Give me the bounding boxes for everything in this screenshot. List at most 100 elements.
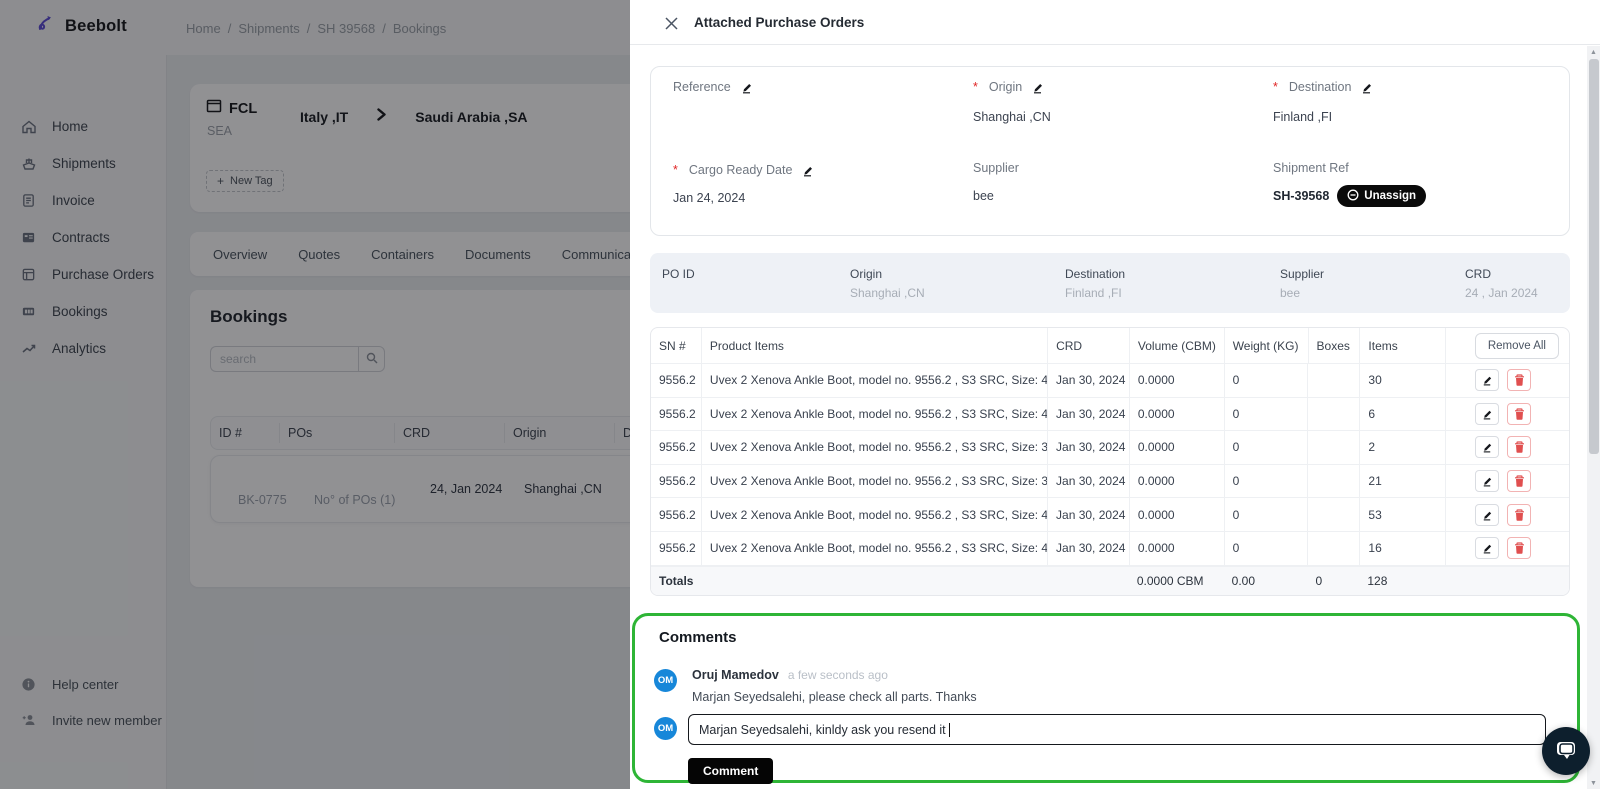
po-item-row: 9556.2 Uvex 2 Xenova Ankle Boot, model n… xyxy=(651,464,1569,499)
item-crd: Jan 30, 2024 xyxy=(1047,364,1129,397)
edit-reference-icon[interactable] xyxy=(740,80,755,94)
search-input[interactable] xyxy=(210,346,358,372)
item-product: Uvex 2 Xenova Ankle Boot, model no. 9556… xyxy=(700,431,1047,464)
ship-icon xyxy=(20,155,37,172)
item-crd: Jan 30, 2024 xyxy=(1047,498,1129,531)
column-header-origin: Origin xyxy=(504,423,614,443)
po-info-card: Reference * Origin Shanghai ,CN * Destin… xyxy=(650,66,1570,236)
po-item-row: 9556.2 Uvex 2 Xenova Ankle Boot, model n… xyxy=(651,531,1569,566)
item-weight: 0 xyxy=(1223,498,1308,531)
item-crd: Jan 30, 2024 xyxy=(1047,531,1129,565)
delete-item-button[interactable] xyxy=(1507,402,1531,425)
delete-item-button[interactable] xyxy=(1507,470,1531,493)
comment-input[interactable]: Marjan Seyedsalehi, kinldy ask you resen… xyxy=(688,714,1546,745)
search-icon xyxy=(366,352,378,367)
po-item-row: 9556.2 Uvex 2 Xenova Ankle Boot, model n… xyxy=(651,397,1569,432)
delete-item-button[interactable] xyxy=(1507,436,1531,459)
search-button[interactable] xyxy=(358,346,385,372)
supplier-label: Supplier xyxy=(973,161,1019,175)
contracts-icon xyxy=(20,229,37,246)
tab-containers[interactable]: Containers xyxy=(371,246,434,262)
attached-purchase-orders-drawer: Attached Purchase Orders Reference * Ori… xyxy=(630,0,1600,789)
sidebar-item-home[interactable]: Home xyxy=(0,108,166,145)
purchase-orders-icon xyxy=(20,266,37,283)
comment-timestamp: a few seconds ago xyxy=(787,668,888,682)
edit-item-button[interactable] xyxy=(1475,503,1499,526)
supplier-value: bee xyxy=(973,189,994,203)
delete-item-button[interactable] xyxy=(1507,369,1531,392)
summary-supplier-value: bee xyxy=(1280,286,1301,300)
tab-quotes[interactable]: Quotes xyxy=(298,246,341,262)
brand-logo[interactable]: Beebolt xyxy=(38,14,127,39)
comment-input-value: Marjan Seyedsalehi, kinldy ask you resen… xyxy=(699,722,946,737)
item-count: 2 xyxy=(1359,431,1445,464)
chevron-right-icon xyxy=(376,108,387,126)
booking-pos: No° of POs (1) xyxy=(314,493,396,507)
scrollbar-down-arrow[interactable]: ▼ xyxy=(1590,779,1597,787)
tab-documents[interactable]: Documents xyxy=(464,246,531,262)
breadcrumb-separator: / xyxy=(382,21,386,36)
sidebar-item-label: Shipments xyxy=(52,156,116,171)
edit-item-button[interactable] xyxy=(1475,537,1499,560)
sidebar-item-label: Contracts xyxy=(52,230,110,245)
new-tag-button[interactable]: + New Tag xyxy=(206,170,284,192)
item-boxes xyxy=(1307,531,1359,565)
shipment-transport: SEA xyxy=(207,124,233,138)
edit-item-button[interactable] xyxy=(1475,402,1499,425)
scrollbar-thumb[interactable] xyxy=(1588,59,1599,454)
sidebar-item-purchase-orders[interactable]: Purchase Orders xyxy=(0,256,166,293)
po-item-row: 9556.2 Uvex 2 Xenova Ankle Boot, model n… xyxy=(651,431,1569,465)
item-boxes xyxy=(1307,464,1359,498)
sidebar-item-label: Invite new member xyxy=(52,712,162,728)
edit-item-button[interactable] xyxy=(1475,470,1499,493)
new-tag-label: New Tag xyxy=(230,175,273,187)
sidebar-divider xyxy=(166,55,167,789)
remove-all-button[interactable]: Remove All xyxy=(1474,332,1559,359)
required-marker: * xyxy=(673,163,678,177)
item-count: 53 xyxy=(1359,498,1445,531)
header-weight: Weight (KG) xyxy=(1223,328,1308,363)
sidebar-item-analytics[interactable]: Analytics xyxy=(0,330,166,367)
container-icon xyxy=(206,99,222,118)
sidebar-item-invoice[interactable]: Invoice xyxy=(0,182,166,219)
chat-bubble-icon xyxy=(1554,739,1578,764)
item-boxes xyxy=(1307,397,1359,431)
sidebar-item-bookings[interactable]: Bookings xyxy=(0,293,166,330)
bookings-title: Bookings xyxy=(210,307,288,326)
header-volume: Volume (CBM) xyxy=(1128,328,1224,363)
drawer-header: Attached Purchase Orders xyxy=(630,0,1600,45)
item-product: Uvex 2 Xenova Ankle Boot, model no. 9556… xyxy=(700,531,1047,565)
comment-author: Oruj Mamedov xyxy=(692,668,779,682)
close-icon[interactable] xyxy=(662,14,680,32)
breadcrumb-shipment-id[interactable]: SH 39568 xyxy=(317,21,376,36)
comment-submit-button[interactable]: Comment xyxy=(688,758,774,784)
sidebar-item-contracts[interactable]: Contracts xyxy=(0,219,166,256)
header-items: Items xyxy=(1359,328,1445,363)
unassign-button[interactable]: Unassign xyxy=(1337,185,1427,207)
booking-id-link[interactable]: BK-0775 xyxy=(238,493,287,507)
item-boxes xyxy=(1307,431,1359,464)
tab-overview[interactable]: Overview xyxy=(213,246,268,262)
delete-item-button[interactable] xyxy=(1507,503,1531,526)
edit-origin-icon[interactable] xyxy=(1031,80,1046,94)
edit-destination-icon[interactable] xyxy=(1360,80,1375,94)
totals-boxes: 0 xyxy=(1315,573,1323,588)
chat-widget-button[interactable] xyxy=(1542,727,1590,775)
edit-item-button[interactable] xyxy=(1475,369,1499,392)
scrollbar-up-arrow[interactable]: ▲ xyxy=(1590,48,1597,56)
required-marker: * xyxy=(973,80,978,94)
avatar: OM xyxy=(654,717,677,740)
delete-item-button[interactable] xyxy=(1507,537,1531,560)
tab-communication[interactable]: Communication xyxy=(561,246,653,262)
edit-cargo-ready-date-icon[interactable] xyxy=(801,163,816,177)
item-count: 30 xyxy=(1359,364,1445,397)
item-sn: 9556.2 xyxy=(659,406,696,421)
sidebar-item-shipments[interactable]: Shipments xyxy=(0,145,166,182)
breadcrumb-shipments[interactable]: Shipments xyxy=(238,21,300,36)
item-weight: 0 xyxy=(1223,364,1308,397)
comments-section: Comments OM Oruj Mamedov a few seconds a… xyxy=(632,613,1580,784)
breadcrumb-home[interactable]: Home xyxy=(186,21,221,36)
sidebar-item-help-center[interactable]: Help center xyxy=(0,666,166,702)
edit-item-button[interactable] xyxy=(1475,436,1499,459)
sidebar-item-invite-member[interactable]: Invite new member xyxy=(0,702,166,738)
